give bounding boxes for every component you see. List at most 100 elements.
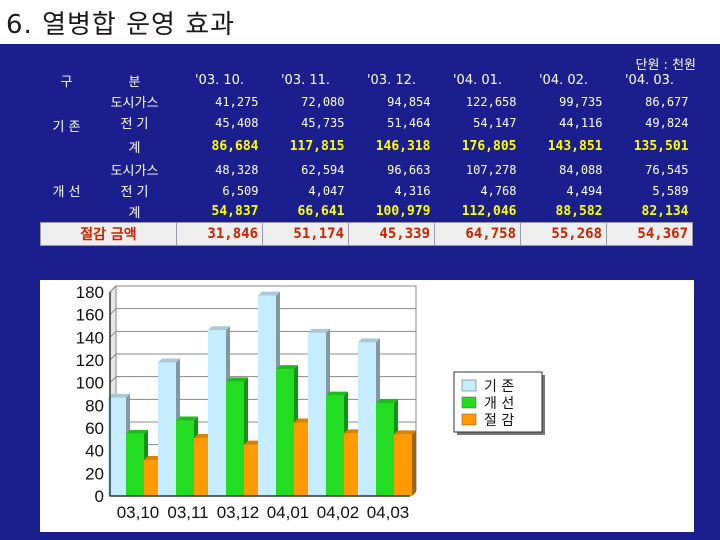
month-header: '04. 02. — [538, 73, 589, 88]
table-cell: 45,735 — [301, 115, 345, 130]
table-cell: 41,275 — [215, 94, 259, 109]
table-cell: 72,080 — [301, 94, 345, 109]
bar — [158, 362, 176, 496]
table-cell: 107,278 — [465, 162, 517, 177]
table-row: 계 86,684 117,815 146,318 176,805 143,851… — [41, 133, 693, 159]
month-header: '03. 10. — [194, 73, 245, 88]
x-tick-label: 04,02 — [317, 503, 360, 522]
gridline-side — [109, 308, 117, 316]
group-label-existing: 기 존 — [52, 119, 81, 135]
gridline-side — [109, 353, 117, 361]
table-cell: 176,805 — [461, 138, 517, 154]
table-cell: 5,589 — [652, 183, 689, 198]
x-tick-label: 03,11 — [167, 503, 208, 522]
table-cell: 76,545 — [645, 162, 689, 177]
bar-top — [308, 328, 330, 333]
bar — [294, 422, 312, 496]
row-label-elec: 전 기 — [120, 117, 149, 132]
table-cell: 4,494 — [566, 183, 603, 198]
table-cell: 51,174 — [262, 222, 349, 246]
month-header: '03. 12. — [366, 73, 417, 88]
month-header: '03. 11. — [280, 73, 331, 88]
bar — [258, 295, 276, 496]
bar — [326, 395, 344, 496]
table-cell: 4,316 — [394, 183, 431, 198]
table-cell: 117,815 — [289, 138, 345, 154]
table-cell: 62,594 — [301, 162, 345, 177]
y-tick-label: 40 — [85, 442, 104, 461]
gridline-side — [109, 285, 117, 293]
bar-top — [158, 358, 180, 363]
corner-label-left: 구 — [60, 75, 73, 90]
bar-top — [326, 391, 348, 396]
row-label-gas: 도시가스 — [110, 96, 159, 111]
bar — [126, 433, 144, 496]
table-cell: 49,824 — [645, 115, 689, 130]
table-cell: 86,684 — [211, 138, 259, 154]
legend-label: 개 선 — [484, 396, 514, 412]
table-cell: 64,758 — [434, 222, 521, 246]
bar-top — [126, 429, 148, 434]
legend-swatch — [461, 396, 477, 409]
table-cell: 143,851 — [547, 138, 603, 154]
bar-side — [412, 430, 416, 496]
title-bar: 6. 열병합 운영 효과 — [0, 0, 720, 44]
bar — [358, 342, 376, 496]
table-cell: 45,408 — [215, 115, 259, 130]
row-label-elec: 전 기 — [120, 185, 149, 200]
gridline-side — [109, 330, 117, 338]
y-tick-label: 0 — [95, 487, 104, 506]
table-cell: 86,677 — [645, 94, 689, 109]
saving-row: 절감 금액 31,846 51,174 45,339 64,758 55,268… — [40, 222, 693, 246]
table-cell: 54,837 — [211, 204, 259, 219]
month-header: '04. 01. — [452, 73, 503, 88]
y-tick-label: 20 — [85, 464, 104, 483]
bar-top — [258, 291, 280, 296]
table-cell: 94,854 — [387, 94, 431, 109]
group-label-improved: 개 선 — [52, 185, 81, 200]
x-tick-label: 04,01 — [267, 503, 310, 522]
table-cell: 112,046 — [461, 204, 517, 219]
y-tick-label: 60 — [85, 419, 104, 438]
table-cell: 54,367 — [606, 222, 693, 246]
table-cell: 44,116 — [559, 115, 603, 130]
corner-label-right: 분 — [128, 75, 141, 90]
month-header: '04. 03. — [624, 73, 675, 88]
row-label-total: 계 — [128, 206, 141, 221]
x-tick-label: 03,10 — [117, 503, 160, 522]
bar — [344, 433, 362, 496]
data-table: 구 분 '03. 10. '03. 11. '03. 12. '04. 01. … — [40, 70, 693, 246]
table-cell: 96,663 — [387, 162, 431, 177]
table-cell: 4,047 — [308, 183, 345, 198]
table-row: 전 기 6,509 4,047 4,316 4,768 4,494 5,589 — [41, 180, 693, 201]
bar — [394, 434, 412, 496]
table-row: 계 54,837 66,641 100,979 112,046 88,582 8… — [41, 201, 693, 223]
y-tick-label: 140 — [76, 328, 104, 347]
unit-label: 단원 : 천원 — [635, 58, 697, 73]
bar — [376, 402, 394, 496]
table-cell: 31,846 — [176, 222, 263, 246]
y-tick-label: 180 — [76, 283, 104, 302]
table-cell: 51,464 — [387, 115, 431, 130]
table-cell: 82,134 — [641, 204, 689, 219]
table-cell: 55,268 — [520, 222, 607, 246]
y-tick-label: 80 — [85, 396, 104, 415]
x-tick-label: 04,03 — [367, 503, 410, 522]
legend-swatch — [461, 413, 477, 426]
table-row: 개 선 도시가스 48,328 62,594 96,663 107,278 84… — [41, 159, 693, 201]
table-cell: 84,088 — [559, 162, 603, 177]
table-cell: 135,501 — [633, 138, 689, 154]
legend-label: 절 감 — [484, 413, 514, 429]
bar-top — [358, 338, 380, 343]
table-cell: 99,735 — [559, 94, 603, 109]
row-label-total: 계 — [128, 140, 141, 156]
bar — [194, 437, 212, 496]
gridline-side — [109, 376, 117, 384]
y-tick-label: 160 — [76, 306, 104, 325]
saving-label: 절감 금액 — [40, 222, 177, 246]
bar — [108, 397, 126, 496]
bar-top — [176, 416, 198, 421]
table-row: 전 기 45,408 45,735 51,464 54,147 44,116 4… — [41, 112, 693, 133]
bar — [276, 369, 294, 496]
y-tick-label: 120 — [76, 351, 104, 370]
